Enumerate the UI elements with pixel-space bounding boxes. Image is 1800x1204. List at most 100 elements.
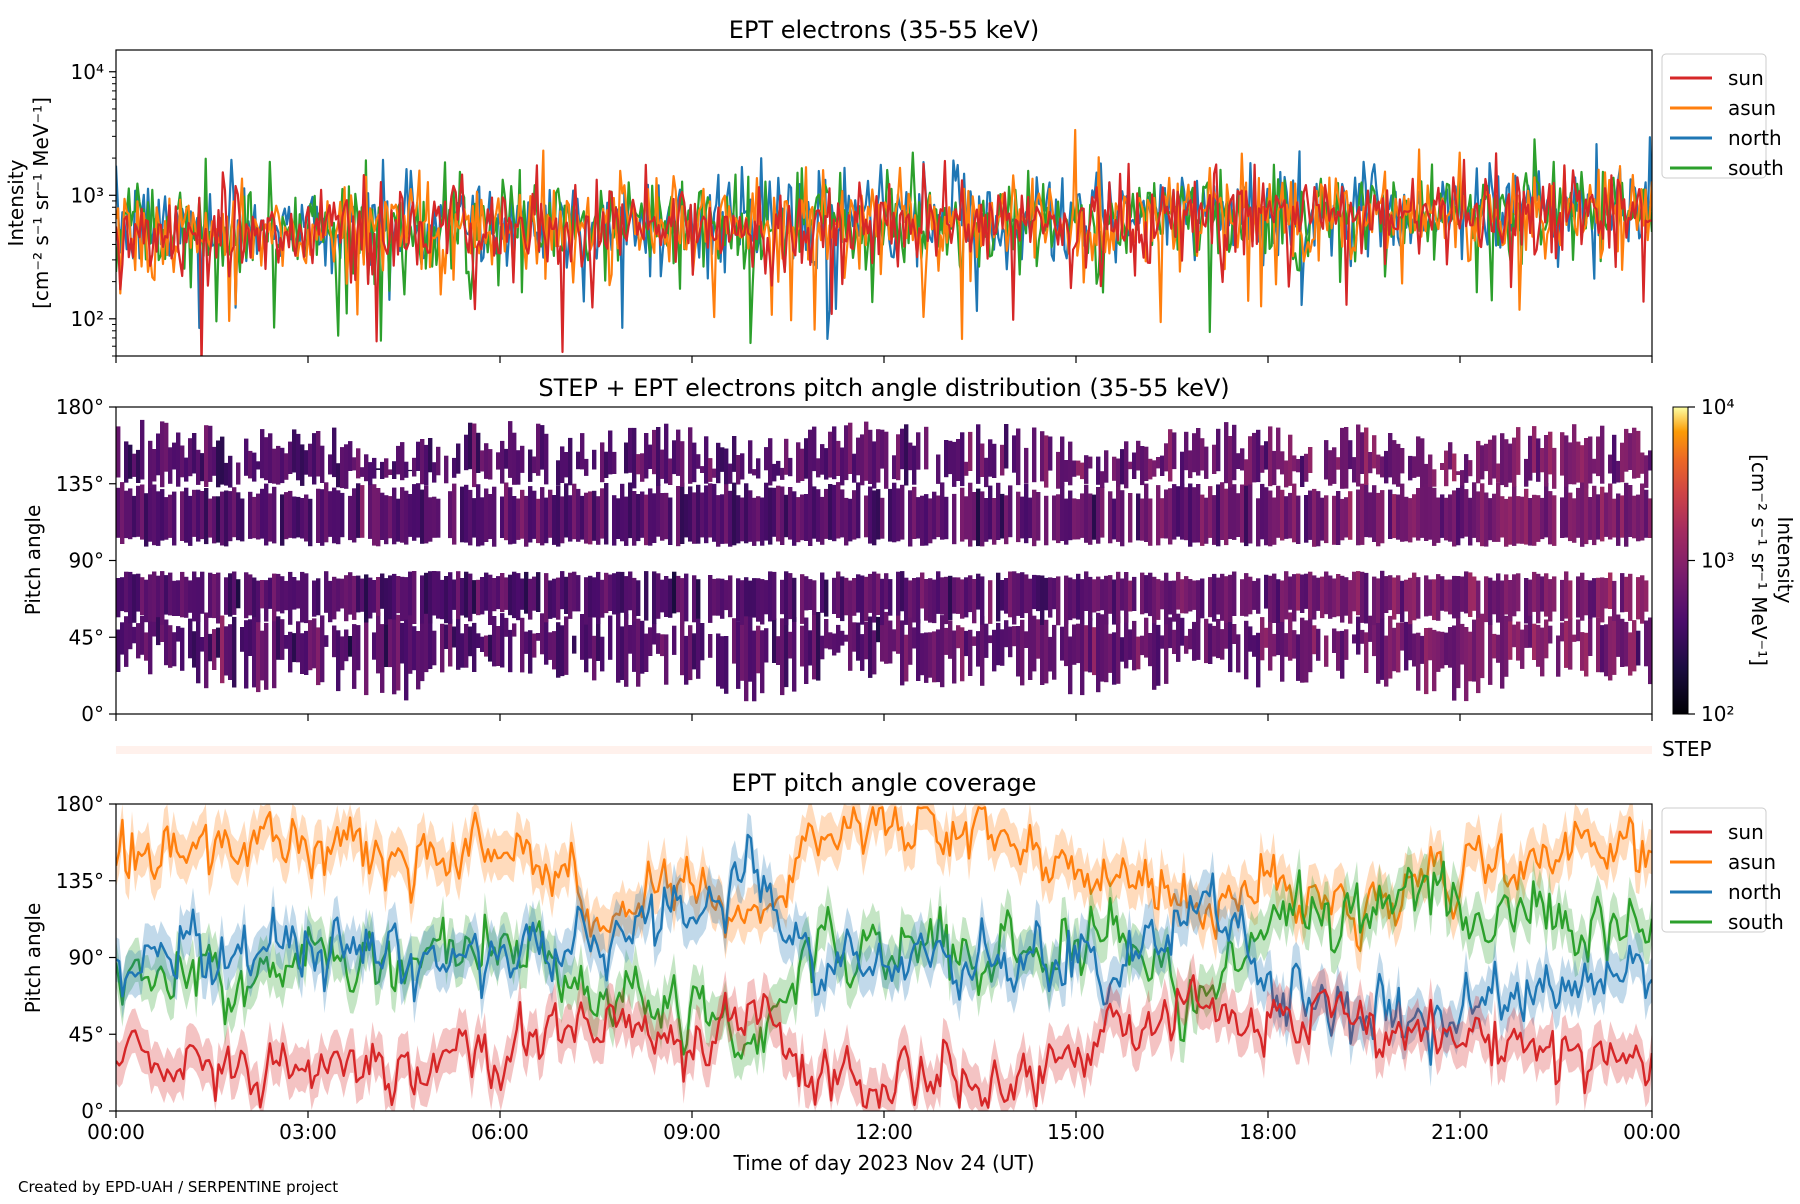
heatmap-cell	[836, 482, 841, 539]
heatmap-cell	[840, 630, 845, 646]
heatmap-cell	[396, 498, 401, 542]
heatmap-cell	[1156, 457, 1161, 469]
heatmap-cell	[1280, 489, 1285, 541]
heatmap-cell	[260, 429, 265, 479]
heatmap-cell	[592, 490, 597, 541]
heatmap-cell	[1116, 482, 1121, 542]
heatmap-cell	[1012, 571, 1017, 625]
heatmap-cell	[748, 490, 753, 542]
heatmap-cell	[712, 468, 717, 478]
heatmap-cell	[1104, 617, 1109, 683]
heatmap-cell	[388, 496, 393, 539]
heatmap-cell	[224, 577, 229, 615]
heatmap-cell	[600, 488, 605, 539]
heatmap-cell	[968, 431, 973, 471]
heatmap-cell	[1088, 576, 1093, 621]
heatmap-cell	[1604, 624, 1609, 677]
heatmap-cell	[412, 457, 417, 477]
heatmap-cell	[924, 579, 929, 621]
heatmap-cell	[512, 571, 517, 619]
heatmap-cell	[1596, 494, 1601, 540]
heatmap-cell	[164, 619, 169, 666]
heatmap-cell	[236, 579, 241, 609]
heatmap-cell	[1192, 621, 1197, 661]
heatmap-cell	[1468, 631, 1473, 682]
heatmap-cell	[1068, 577, 1073, 621]
heatmap-cell	[936, 454, 941, 484]
heatmap-cell	[1076, 573, 1081, 620]
heatmap-cell	[588, 491, 593, 545]
heatmap-cell	[1468, 460, 1473, 477]
heatmap-cell	[484, 488, 489, 542]
heatmap-cell	[496, 626, 501, 666]
heatmap-cell	[1488, 619, 1493, 685]
heatmap-cell	[1184, 576, 1189, 614]
heatmap-cell	[1456, 471, 1461, 475]
heatmap-cell	[740, 615, 745, 681]
heatmap-cell	[708, 483, 713, 538]
heatmap-cell	[464, 434, 469, 471]
heatmap-cell	[1284, 571, 1289, 620]
heatmap-cell	[740, 580, 745, 625]
heatmap-cell	[144, 632, 149, 661]
heatmap-cell	[444, 624, 449, 649]
heatmap-cell	[1024, 631, 1029, 648]
heatmap-cell	[1628, 433, 1633, 470]
heatmap-cell	[1072, 460, 1077, 477]
heatmap-cell	[820, 444, 825, 475]
heatmap-cell	[764, 580, 769, 615]
heatmap-cell	[1236, 493, 1241, 537]
heatmap-cell	[464, 624, 469, 668]
heatmap-cell	[768, 571, 773, 622]
heatmap-cell	[1276, 579, 1281, 623]
heatmap-cell	[232, 487, 237, 538]
heatmap-cell	[1456, 617, 1461, 689]
heatmap-cell	[416, 631, 421, 690]
heatmap-cell	[1272, 450, 1277, 486]
heatmap-cell	[652, 493, 657, 543]
heatmap-cell	[1628, 632, 1633, 676]
heatmap-cell	[1544, 435, 1549, 487]
heatmap-cell	[876, 429, 881, 483]
heatmap-cell	[1332, 495, 1337, 545]
heatmap-cell	[788, 487, 793, 540]
heatmap-cell	[520, 617, 525, 673]
heatmap-cell	[596, 616, 601, 661]
heatmap-cell	[1304, 620, 1309, 683]
heatmap-cell	[1620, 442, 1625, 483]
heatmap-cell	[300, 571, 305, 623]
heatmap-cell	[812, 486, 817, 539]
heatmap-cell	[1572, 424, 1577, 485]
heatmap-cell	[1504, 574, 1509, 615]
heatmap-cell	[364, 454, 369, 482]
heatmap-cell	[476, 633, 481, 648]
heatmap-cell	[1488, 498, 1493, 541]
heatmap-cell	[136, 623, 141, 659]
heatmap-cell	[1016, 573, 1021, 616]
heatmap-cell	[1440, 631, 1445, 669]
y-tick-label: 10⁴	[71, 60, 104, 84]
heatmap-cell	[320, 615, 325, 683]
heatmap-cell	[1100, 486, 1105, 538]
heatmap-cell	[820, 635, 825, 660]
coverage-band-asun	[116, 804, 1652, 974]
heatmap-cell	[548, 632, 553, 660]
heatmap-cell	[512, 623, 517, 637]
heatmap-cell	[1308, 615, 1313, 673]
colorbar	[1672, 406, 1689, 715]
heatmap-cell	[640, 620, 645, 674]
heatmap-cell	[608, 430, 613, 475]
heatmap-cell	[1532, 623, 1537, 660]
heatmap-cell	[1088, 456, 1093, 469]
heatmap-cell	[1256, 578, 1261, 614]
heatmap-cell	[1108, 491, 1113, 544]
heatmap-cell	[1496, 482, 1501, 542]
legend-label-asun: asun	[1728, 96, 1776, 120]
heatmap-cell	[160, 613, 165, 642]
heatmap-cell	[1000, 629, 1005, 666]
heatmap-cell	[504, 482, 509, 541]
heatmap-cell	[412, 484, 417, 541]
heatmap-cell	[1152, 576, 1157, 624]
heatmap-cell	[736, 455, 741, 485]
heatmap-cell	[292, 496, 297, 539]
